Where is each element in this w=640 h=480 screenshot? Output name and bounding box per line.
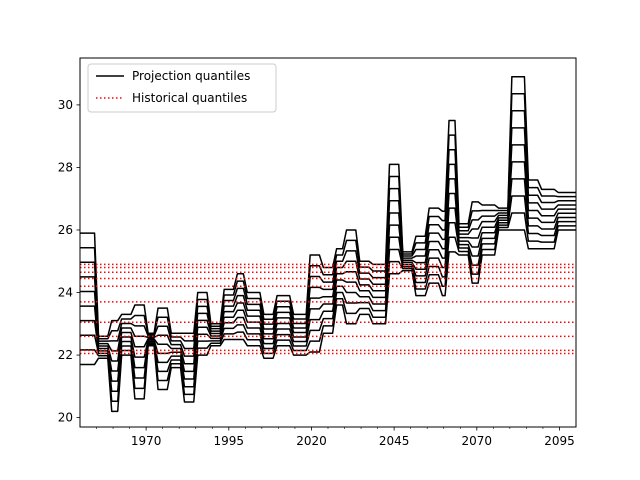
y-axis: 20 22 24 26 28 30: [58, 98, 80, 425]
y-tick-label: 22: [58, 348, 73, 362]
projection-quantile-line-8: [80, 110, 576, 350]
y-tick-label: 26: [58, 223, 73, 237]
y-tick-label: 30: [58, 98, 73, 112]
x-tick-label: 1995: [214, 434, 245, 448]
x-tick-label: 2045: [379, 434, 410, 448]
legend-label-projection: Projection quantiles: [132, 69, 250, 83]
y-tick-label: 28: [58, 160, 73, 174]
x-axis: 1970 1995 2020 2045 2070 2095: [96, 427, 575, 448]
projection-quantile-line-7: [80, 127, 576, 357]
projection-quantile-line-1: [80, 229, 576, 413]
historical-quantile-lines: [80, 263, 576, 355]
projection-quantile-line-9: [80, 93, 576, 342]
projection-quantile-line-5: [80, 161, 576, 373]
x-tick-label: 2095: [544, 434, 575, 448]
y-tick-label: 24: [58, 286, 73, 300]
projection-quantile-line-2: [80, 212, 576, 403]
plot-area: [80, 58, 576, 427]
x-tick-label: 2020: [296, 434, 327, 448]
projection-quantile-line-6: [80, 144, 576, 365]
y-tick-label: 20: [58, 411, 73, 425]
legend-label-historical: Historical quantiles: [132, 91, 247, 105]
x-tick-label: 1970: [131, 434, 162, 448]
x-tick-label: 2070: [462, 434, 493, 448]
legend: Projection quantiles Historical quantile…: [87, 63, 277, 113]
legend-box: [87, 63, 277, 113]
projection-quantile-line-4: [80, 178, 576, 382]
